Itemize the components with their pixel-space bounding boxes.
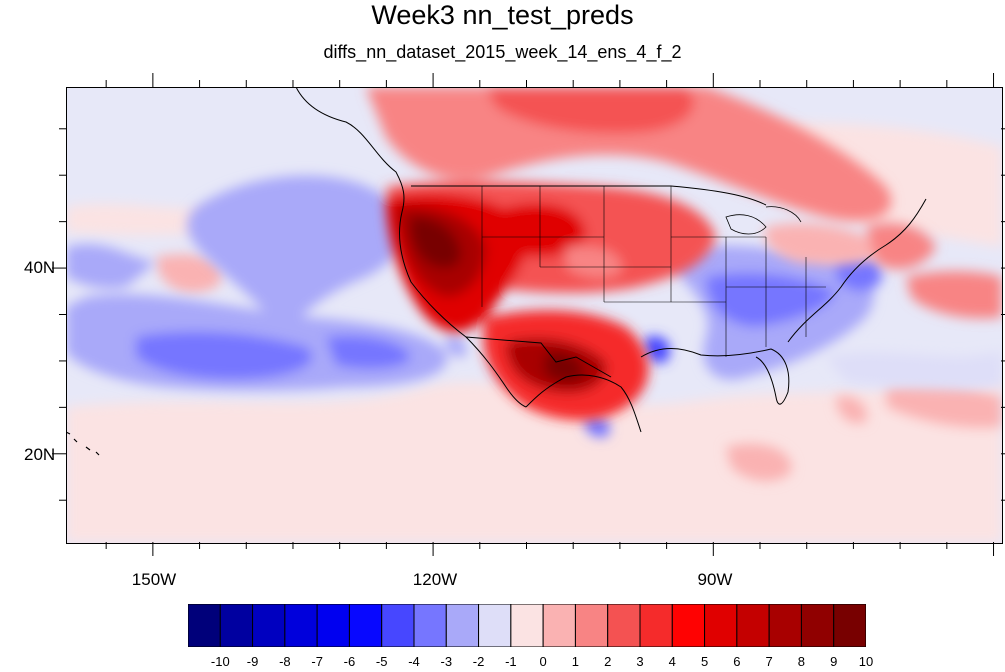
lat-label-20n: 20N (24, 445, 56, 464)
colorbar-swatch (188, 604, 221, 647)
state-borders (481, 186, 826, 357)
mexico-coastline (525, 374, 642, 433)
colorbar-swatch (736, 604, 770, 647)
figure-title: Week3 nn_test_preds (371, 0, 634, 30)
map-panel (66, 87, 1002, 543)
colorbar-tick-label: -9 (246, 654, 259, 669)
gulf-coastline (640, 348, 790, 405)
colorbar-tick-label: -3 (440, 654, 453, 669)
colorbar-tick-label: -4 (408, 654, 420, 669)
country-state-borders (66, 87, 927, 456)
colorbar-tick-label: -7 (311, 654, 323, 669)
colorbar-tick-label: 8 (797, 654, 806, 669)
colorbar-swatch (445, 604, 480, 647)
pacific-coastline (295, 87, 527, 408)
colorbar-swatch (284, 604, 318, 647)
lat-label-40n: 40N (24, 258, 56, 277)
colorbar-swatch (252, 604, 286, 647)
colorbar-tick-label: 2 (604, 654, 612, 669)
us-mexico-border (465, 336, 612, 378)
colorbar-swatch (607, 604, 641, 647)
colorbar-swatch (671, 604, 706, 647)
colorbar-tick-label: 9 (830, 654, 838, 669)
colorbar-tick-label: 4 (668, 654, 676, 669)
lon-label-150w: 150W (131, 570, 177, 589)
colorbar-swatch (574, 604, 609, 647)
colorbar-tick-label: -1 (505, 654, 517, 669)
colorbar-swatch (219, 604, 254, 647)
colorbar-swatch (542, 604, 576, 647)
colorbar-swatch (768, 604, 802, 647)
positive-anomaly-field (366, 87, 1002, 482)
lon-label-90w: 90W (697, 570, 733, 589)
colorbar-tick-label: 7 (765, 654, 773, 669)
colorbar-swatch (413, 604, 447, 647)
colorbar-tick-label: 6 (733, 654, 741, 669)
lon-label-120w: 120W (412, 570, 458, 589)
colorbar-swatch (348, 604, 383, 647)
colorbar-tick-label: -8 (279, 654, 291, 669)
colorbar-swatch (316, 604, 350, 647)
colorbar-tick-label: -5 (375, 654, 388, 669)
colorbar-swatch (833, 604, 866, 647)
colorbar-swatch (510, 604, 544, 647)
colorbar (188, 604, 866, 647)
negative-anomaly-field (66, 175, 1002, 438)
colorbar-tick-label: -10 (210, 654, 230, 669)
figure-subtitle: diffs_nn_dataset_2015_week_14_ens_4_f_2 (323, 42, 682, 62)
colorbar-swatch (478, 604, 512, 647)
colorbar-swatch (800, 604, 835, 647)
colorbar-tick-label: 10 (858, 654, 874, 669)
colorbar-tick-label: 1 (571, 654, 580, 669)
hawaii-islands (66, 431, 100, 456)
colorbar-swatch (704, 604, 738, 647)
colorbar-tick-label: 3 (636, 654, 644, 669)
colorbar-tick-label: -2 (472, 654, 485, 669)
us-canada-border (411, 185, 767, 206)
colorbar-tick-label: -6 (343, 654, 356, 669)
temperature-difference-map (66, 87, 1002, 543)
colorbar-tick-label: 0 (539, 654, 547, 669)
colorbar-tick-label: 5 (700, 654, 709, 669)
colorbar-swatch (381, 604, 415, 647)
great-lakes (725, 206, 802, 235)
atlantic-coastline (787, 198, 927, 343)
colorbar-swatch (639, 604, 673, 647)
